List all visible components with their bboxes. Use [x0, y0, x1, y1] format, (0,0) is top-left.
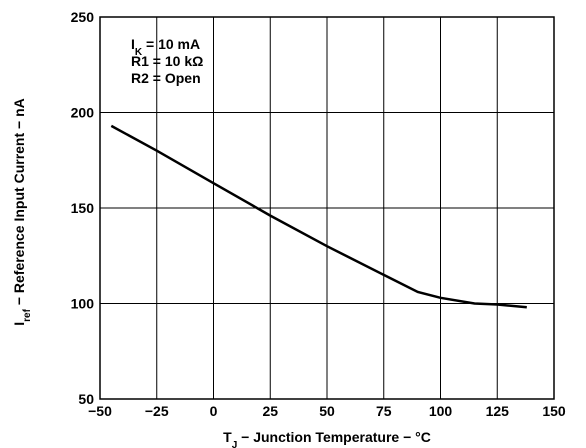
- annotation-line: R1 = 10 kΩ: [131, 53, 203, 69]
- series-line: [110, 124, 527, 309]
- label-main: T: [223, 429, 232, 445]
- x-tick-label: 50: [319, 403, 335, 419]
- x-axis-label: TJ − Junction Temperature − °C: [223, 429, 431, 448]
- label-rest: − Junction Temperature − °C: [237, 429, 431, 445]
- y-tick-label: 150: [71, 200, 95, 216]
- x-tick-label: 25: [262, 403, 278, 419]
- label-subscript: K: [135, 47, 143, 58]
- plot-frame: [99, 16, 555, 400]
- label-subscript: J: [232, 440, 238, 448]
- x-tick-label: 0: [210, 403, 218, 419]
- label-subscript: ref: [22, 308, 33, 321]
- label-main: R1 = 10 kΩ: [131, 53, 203, 69]
- x-tick-label: 100: [429, 403, 453, 419]
- y-tick-label: 100: [71, 296, 95, 312]
- label-main: I: [11, 322, 27, 326]
- x-tick-label: 75: [376, 403, 392, 419]
- x-tick-label: −25: [145, 403, 169, 419]
- x-tick-label: −50: [88, 403, 112, 419]
- x-tick-labels: −50 −25 0 25 50 75 100 125 150: [88, 403, 566, 419]
- y-tick-label: 50: [78, 391, 94, 407]
- x-tick-label: 150: [542, 403, 566, 419]
- y-axis-label: Iref − Reference Input Current − nA: [11, 98, 33, 326]
- label-rest: − Reference Input Current − nA: [11, 98, 27, 309]
- x-tick-label: 125: [486, 403, 510, 419]
- label-main: I: [131, 36, 135, 52]
- y-tick-label: 250: [71, 9, 95, 25]
- annotation-line: IK = 10 mA: [131, 36, 200, 58]
- label-main: R2 = Open: [131, 70, 201, 86]
- annotation-line: R2 = Open: [131, 70, 201, 86]
- y-tick-label: 200: [71, 105, 95, 121]
- y-tick-labels: 50 100 150 200 250: [71, 9, 95, 407]
- label-rest: = 10 mA: [142, 36, 200, 52]
